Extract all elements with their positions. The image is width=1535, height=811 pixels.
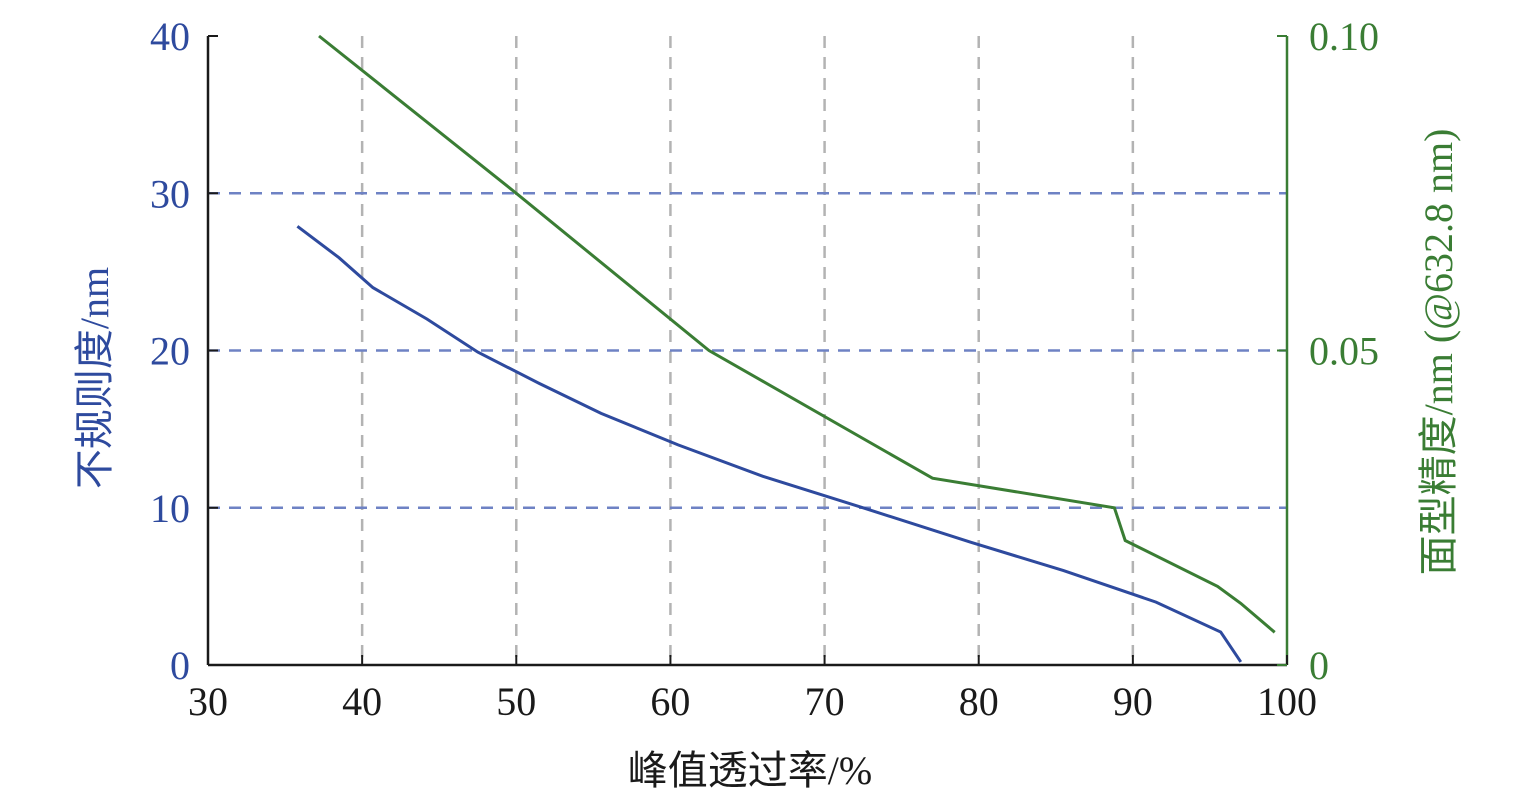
x-tick-label: 30 [188,679,228,724]
series-line-left [296,225,1243,663]
y-left-tick-label: 30 [150,171,190,216]
x-tick-label: 40 [342,679,382,724]
y-left-tick-label: 0 [170,643,190,688]
x-tick-label: 70 [805,679,845,724]
y-right-tick-label: 0.10 [1309,14,1379,59]
axes-layer [206,35,1289,667]
y-left-tick-label: 20 [150,329,190,374]
y-right-axis-title: 面型精度/nm (@632.8 nm) [1416,129,1461,576]
x-tick-label: 80 [959,679,999,724]
series-line-right [318,34,1276,634]
y-left-axis-title: 不规则度/nm [72,267,117,489]
y-right-tick-label: 0.05 [1309,329,1379,374]
y-left-tick-label: 40 [150,14,190,59]
y-right-tick-label: 0 [1309,643,1329,688]
series-layer [296,34,1276,663]
grid-layer [208,36,1287,665]
x-tick-label: 60 [650,679,690,724]
y-left-tick-label: 10 [150,486,190,531]
x-tick-label: 50 [496,679,536,724]
x-axis-title: 峰值透过率/% [628,748,872,793]
x-tick-label: 100 [1257,679,1317,724]
x-tick-label: 90 [1113,679,1153,724]
